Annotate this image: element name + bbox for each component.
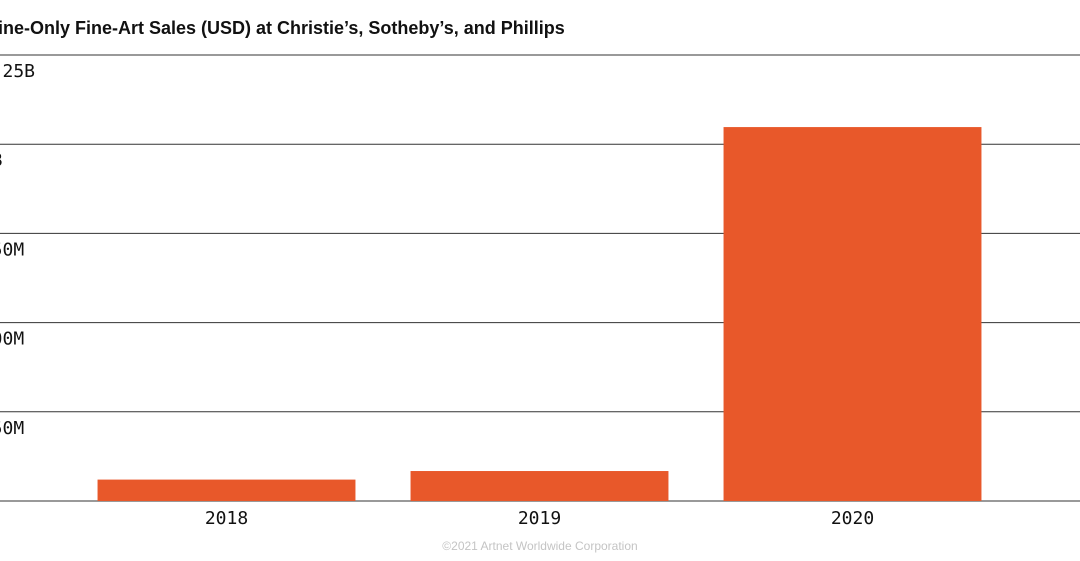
y-tick-label: $750M [0, 239, 24, 260]
x-tick-label: 2018 [205, 508, 248, 529]
bar [97, 479, 356, 501]
chart-title: Online-Only Fine-Art Sales (USD) at Chri… [0, 18, 565, 38]
y-tick-label: $250M [0, 418, 24, 439]
bar [723, 127, 982, 501]
bar [410, 471, 669, 501]
x-tick-label: 2019 [518, 508, 561, 529]
y-tick-label: $1B [0, 150, 3, 171]
y-tick-label: $500M [0, 329, 24, 350]
x-tick-label: 2020 [831, 508, 874, 529]
y-tick-label: $1.25B [0, 61, 35, 82]
source-note: ©2021 Artnet Worldwide Corporation [442, 539, 637, 553]
